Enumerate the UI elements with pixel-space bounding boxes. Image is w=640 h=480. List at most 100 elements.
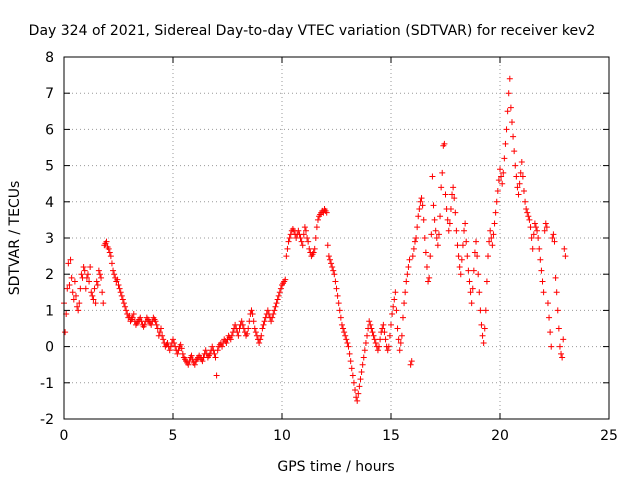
data-point — [248, 307, 255, 314]
data-point — [209, 343, 216, 350]
data-point — [561, 245, 568, 252]
y-tick-label: 5 — [45, 159, 54, 175]
data-point — [342, 332, 349, 339]
data-point — [483, 278, 490, 285]
data-point — [394, 325, 401, 332]
data-point — [223, 339, 230, 346]
data-point — [504, 108, 511, 115]
data-point — [76, 300, 83, 307]
data-point — [252, 329, 259, 336]
data-point — [490, 231, 497, 238]
data-point — [239, 321, 246, 328]
data-point — [474, 253, 481, 260]
data-point — [515, 191, 522, 198]
data-point — [214, 347, 221, 354]
grid-lines — [64, 57, 609, 419]
data-point — [251, 325, 258, 332]
data-point — [235, 332, 242, 339]
data-point — [228, 332, 235, 339]
data-point — [258, 332, 265, 339]
data-point — [498, 173, 505, 180]
data-point — [71, 278, 78, 285]
data-point — [141, 321, 148, 328]
data-point — [513, 173, 520, 180]
data-point — [519, 173, 526, 180]
data-point — [345, 343, 352, 350]
data-point — [371, 336, 378, 343]
data-point — [404, 271, 411, 278]
axis-ticks: 0 5 10 15 20 25 -2 -1 0 1 2 3 4 5 6 7 8 — [40, 50, 618, 444]
data-point — [323, 209, 330, 216]
data-point — [64, 285, 71, 292]
data-point — [458, 256, 465, 263]
y-tick-label: 2 — [45, 267, 54, 283]
data-point — [403, 278, 410, 285]
data-point — [313, 224, 320, 231]
data-point — [530, 231, 537, 238]
data-point — [77, 285, 84, 292]
y-tick-label: 6 — [45, 122, 54, 138]
data-point — [232, 321, 239, 328]
data-point — [270, 311, 277, 318]
x-tick-label: 5 — [169, 428, 178, 444]
data-point — [260, 321, 267, 328]
data-point — [462, 220, 469, 227]
data-point — [459, 242, 466, 249]
data-point — [419, 202, 426, 209]
data-point — [271, 307, 278, 314]
data-point — [444, 216, 451, 223]
data-point — [234, 329, 241, 336]
data-point — [330, 267, 337, 274]
data-point — [536, 245, 543, 252]
data-point — [272, 303, 279, 310]
data-point — [129, 314, 136, 321]
data-point — [562, 253, 569, 260]
data-point — [560, 336, 567, 343]
data-point — [88, 289, 95, 296]
data-point — [329, 263, 336, 270]
data-point — [328, 260, 335, 267]
data-point — [156, 329, 163, 336]
data-point — [492, 209, 499, 216]
data-point — [540, 289, 547, 296]
data-point — [75, 307, 82, 314]
data-point — [413, 235, 420, 241]
data-point — [500, 169, 507, 176]
data-point — [337, 314, 344, 321]
data-point — [468, 300, 475, 307]
data-point — [435, 231, 442, 238]
data-point — [456, 263, 463, 270]
data-point — [179, 350, 186, 357]
data-point — [553, 289, 560, 296]
data-point — [475, 271, 482, 278]
data-point — [68, 274, 75, 281]
data-point — [381, 329, 388, 336]
data-point — [439, 169, 446, 176]
data-point — [298, 238, 305, 245]
data-point — [326, 256, 333, 263]
data-point — [549, 235, 556, 241]
data-point — [527, 224, 534, 231]
data-point — [159, 332, 166, 339]
data-point — [480, 339, 487, 346]
data-point — [100, 300, 107, 307]
data-point — [338, 321, 345, 328]
data-point — [393, 307, 400, 314]
data-point — [380, 321, 387, 328]
data-point — [410, 245, 417, 252]
data-point — [275, 292, 282, 299]
data-point — [119, 296, 126, 303]
data-point — [523, 206, 530, 213]
data-point — [384, 347, 391, 354]
data-point — [93, 278, 100, 285]
data-point — [407, 361, 414, 368]
data-point — [82, 285, 89, 292]
data-point — [401, 300, 408, 307]
data-point — [465, 267, 472, 274]
data-point — [332, 278, 339, 285]
x-tick-label: 25 — [600, 428, 618, 444]
data-point — [501, 155, 508, 162]
data-point — [525, 213, 532, 220]
data-point — [110, 267, 117, 274]
data-point — [69, 289, 76, 296]
